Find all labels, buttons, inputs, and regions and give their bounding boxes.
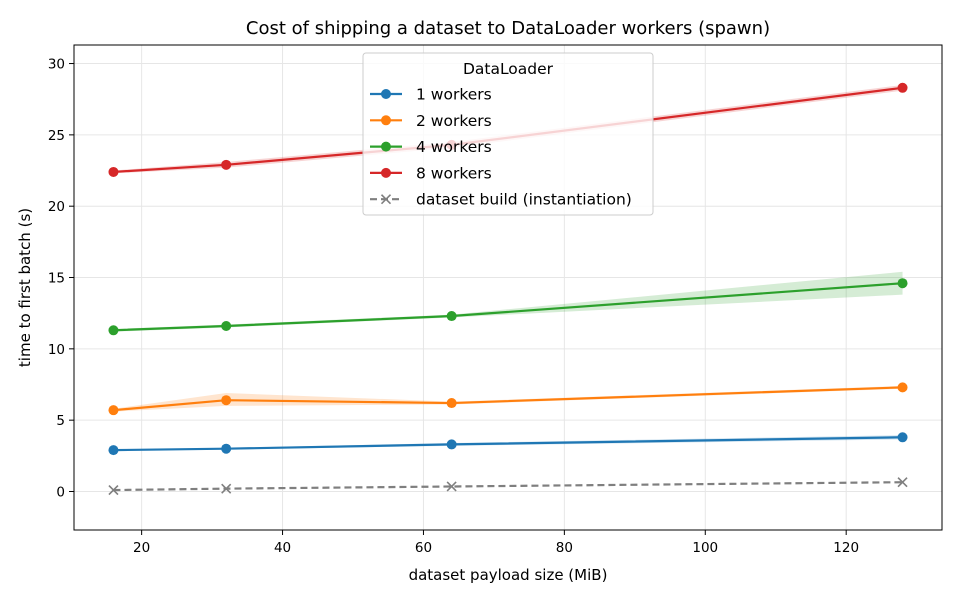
data-point-1-workers	[221, 443, 232, 454]
legend-label: dataset build (instantiation)	[416, 191, 632, 209]
legend-box	[362, 52, 654, 216]
data-point-8-workers	[221, 159, 232, 170]
data-point-8-workers	[897, 82, 908, 93]
legend-label: 2 workers	[416, 112, 492, 130]
y-tick-label: 10	[48, 342, 65, 358]
data-point-8-workers	[108, 166, 119, 177]
legend-item-4-workers: 4 workers	[370, 138, 492, 156]
legend: DataLoader 1 workers 2 workers 4 workers 8 …	[362, 52, 654, 216]
series-line-2-workers	[113, 386, 903, 412]
data-point-4-workers	[897, 278, 908, 289]
legend-entries: 1 workers 2 workers 4 workers 8 workers data…	[370, 86, 632, 209]
data-point-4-workers	[221, 321, 232, 332]
data-point-dataset-build-instantiation	[108, 484, 119, 496]
data-point-2-workers	[108, 405, 119, 416]
series-1-workers	[108, 432, 908, 456]
data-point-2-workers	[446, 398, 457, 409]
legend-item-2-workers: 2 workers	[370, 112, 492, 130]
series-band-8-workers	[113, 84, 903, 174]
y-tick-label: 0	[56, 484, 65, 500]
y-tick-label: 20	[48, 199, 65, 215]
y-tick-label: 5	[56, 413, 65, 429]
data-point-dataset-build-instantiation	[446, 481, 457, 492]
legend-item-1-workers: 1 workers	[370, 86, 492, 104]
legend-item-dataset-build-instantiation: dataset build (instantiation)	[370, 191, 632, 209]
legend-swatch-marker	[381, 115, 391, 126]
x-tick-label: 120	[833, 540, 859, 556]
x-tick-label: 60	[415, 540, 432, 556]
y-axis-label: time to first batch (s)	[16, 208, 34, 367]
x-axis-ticks: 20 40 60 80 100 120	[133, 530, 859, 556]
chart-title: Cost of shipping a dataset to DataLoader…	[246, 18, 770, 39]
series-line-4-workers	[113, 282, 903, 332]
y-tick-label: 25	[48, 128, 65, 144]
legend-label: 8 workers	[416, 164, 492, 182]
legend-swatch-marker	[381, 141, 391, 152]
y-tick-label: 30	[48, 57, 65, 73]
data-point-1-workers	[108, 445, 119, 456]
series-band-4-workers	[113, 271, 903, 332]
series-dataset-build-instantiation	[108, 477, 908, 496]
series-layer	[108, 82, 908, 496]
legend-swatch-marker	[380, 194, 392, 205]
legend-title: DataLoader	[463, 60, 554, 78]
series-4-workers	[108, 278, 908, 336]
legend-swatch-marker	[381, 89, 391, 99]
x-tick-label: 100	[692, 540, 718, 556]
series-2-workers	[108, 382, 908, 416]
x-axis-label: dataset payload size (MiB)	[409, 566, 608, 584]
data-point-1-workers	[446, 439, 457, 450]
series-line-dataset-build-instantiation	[113, 481, 903, 492]
legend-label: 4 workers	[416, 138, 492, 156]
y-tick-label: 15	[48, 271, 65, 287]
data-point-dataset-build-instantiation	[221, 483, 232, 494]
legend-label: 1 workers	[416, 86, 492, 104]
series-line-8-workers	[113, 86, 903, 174]
x-tick-label: 80	[556, 540, 573, 556]
data-point-2-workers	[221, 395, 232, 406]
x-tick-label: 20	[133, 540, 150, 556]
data-point-2-workers	[897, 382, 908, 393]
series-band-2-workers	[113, 385, 903, 412]
data-point-4-workers	[108, 325, 119, 336]
legend-swatch-marker	[381, 167, 391, 178]
y-axis-ticks: 0 5 10 15 20 25 30	[48, 57, 74, 500]
data-point-1-workers	[897, 432, 908, 443]
x-tick-label: 40	[274, 540, 291, 556]
data-point-4-workers	[446, 311, 457, 322]
data-point-dataset-build-instantiation	[897, 477, 908, 488]
series-line-1-workers	[113, 436, 903, 452]
legend-item-8-workers: 8 workers	[370, 164, 492, 182]
plot-frame	[73, 44, 943, 531]
